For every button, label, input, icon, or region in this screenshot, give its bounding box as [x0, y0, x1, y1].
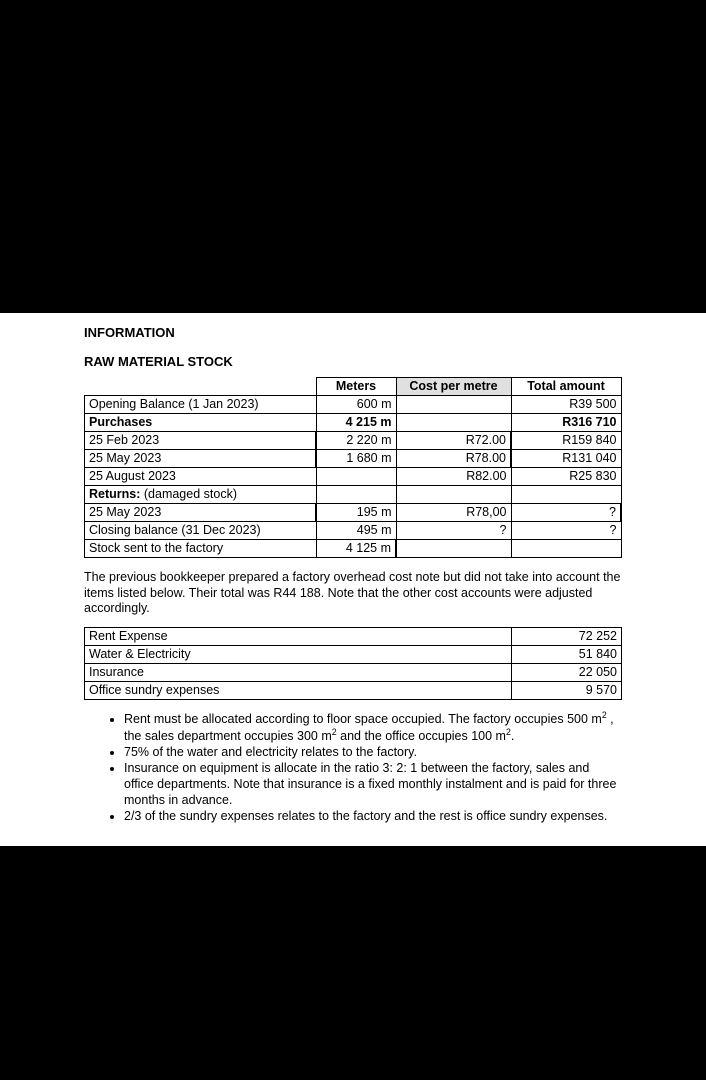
cell-label: Office sundry expenses — [85, 681, 512, 699]
cell-total — [511, 486, 621, 504]
table-row: Stock sent to the factory 4 125 m — [85, 540, 622, 558]
cell-meters — [316, 486, 396, 504]
expense-table: Rent Expense 72 252 Water & Electricity … — [84, 627, 622, 700]
cell-cpm — [396, 540, 511, 558]
cell-label: Stock sent to the factory — [85, 540, 317, 558]
list-item: 2/3 of the sundry expenses relates to th… — [124, 808, 622, 824]
heading-information: INFORMATION — [84, 325, 622, 340]
table-row: 25 May 2023 1 680 m R78.00 R131 040 — [85, 450, 622, 468]
cell-label: Opening Balance (1 Jan 2023) — [85, 396, 317, 414]
cell-label: Purchases — [85, 414, 317, 432]
raw-material-stock-table: Meters Cost per metre Total amount Openi… — [84, 377, 622, 558]
cell-total: R25 830 — [511, 468, 621, 486]
table-row: Water & Electricity 51 840 — [85, 645, 622, 663]
list-item: 75% of the water and electricity relates… — [124, 744, 622, 760]
cell-cpm: R82.00 — [396, 468, 511, 486]
cell-total: R316 710 — [511, 414, 621, 432]
table-row: 25 August 2023 R82.00 R25 830 — [85, 468, 622, 486]
table-row: Office sundry expenses 9 570 — [85, 681, 622, 699]
cell-total: ? — [511, 504, 621, 522]
cell-meters: 2 220 m — [316, 432, 396, 450]
table-row: Opening Balance (1 Jan 2023) 600 m R39 5… — [85, 396, 622, 414]
cell-meters: 4 215 m — [316, 414, 396, 432]
table-row: Purchases 4 215 m R316 710 — [85, 414, 622, 432]
cell-total: R39 500 — [511, 396, 621, 414]
cell-amount: 22 050 — [512, 663, 622, 681]
cell-meters: 195 m — [316, 504, 396, 522]
cell-label: Insurance — [85, 663, 512, 681]
cell-amount: 51 840 — [512, 645, 622, 663]
heading-raw-material: RAW MATERIAL STOCK — [84, 354, 622, 369]
cell-amount: 9 570 — [512, 681, 622, 699]
cell-label: 25 May 2023 — [85, 450, 317, 468]
cell-amount: 72 252 — [512, 627, 622, 645]
cell-label: Returns: (damaged stock) — [85, 486, 317, 504]
cell-total: R159 840 — [511, 432, 621, 450]
col-meters: Meters — [316, 378, 396, 396]
cell-label: Water & Electricity — [85, 645, 512, 663]
col-total-amount: Total amount — [511, 378, 621, 396]
cell-meters: 1 680 m — [316, 450, 396, 468]
cell-cpm — [396, 396, 511, 414]
cell-cpm: ? — [396, 522, 511, 540]
cell-cpm — [396, 414, 511, 432]
overhead-paragraph: The previous bookkeeper prepared a facto… — [84, 570, 622, 617]
cell-label: 25 May 2023 — [85, 504, 317, 522]
cell-meters: 495 m — [316, 522, 396, 540]
cell-cpm: R78,00 — [396, 504, 511, 522]
cell-meters: 4 125 m — [316, 540, 396, 558]
list-item: Insurance on equipment is allocate in th… — [124, 760, 622, 808]
table-header-row: Meters Cost per metre Total amount — [85, 378, 622, 396]
cell-cpm: R72.00 — [396, 432, 511, 450]
table-row: Insurance 22 050 — [85, 663, 622, 681]
cell-label: Closing balance (31 Dec 2023) — [85, 522, 317, 540]
table-row: 25 May 2023 195 m R78,00 ? — [85, 504, 622, 522]
document-page: INFORMATION RAW MATERIAL STOCK Meters Co… — [0, 313, 706, 846]
cell-meters: 600 m — [316, 396, 396, 414]
cell-label: Rent Expense — [85, 627, 512, 645]
cell-cpm — [396, 486, 511, 504]
notes-list: Rent must be allocated according to floo… — [84, 710, 622, 824]
table-row: Returns: (damaged stock) — [85, 486, 622, 504]
col-cost-per-metre: Cost per metre — [396, 378, 511, 396]
table-row: Closing balance (31 Dec 2023) 495 m ? ? — [85, 522, 622, 540]
cell-meters — [316, 468, 396, 486]
cell-label: 25 August 2023 — [85, 468, 317, 486]
table-row: Rent Expense 72 252 — [85, 627, 622, 645]
table-row: 25 Feb 2023 2 220 m R72.00 R159 840 — [85, 432, 622, 450]
cell-total: R131 040 — [511, 450, 621, 468]
cell-cpm: R78.00 — [396, 450, 511, 468]
list-item: Rent must be allocated according to floo… — [124, 710, 622, 744]
cell-total: ? — [511, 522, 621, 540]
cell-total — [511, 540, 621, 558]
cell-label: 25 Feb 2023 — [85, 432, 317, 450]
